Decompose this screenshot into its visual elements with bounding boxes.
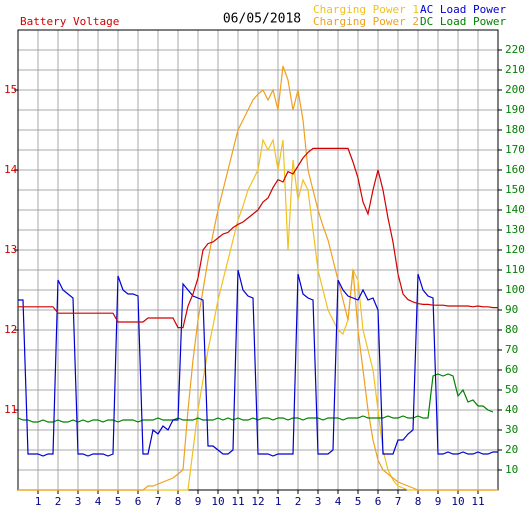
- y2-tick-label: 20: [505, 443, 518, 456]
- y2-tick-label: 100: [505, 283, 525, 296]
- y2-tick-label: 210: [505, 63, 525, 76]
- y2-tick-label: 220: [505, 43, 525, 56]
- y-tick-label: 13: [4, 243, 17, 256]
- x-tick-label: 8: [415, 495, 422, 508]
- y2-tick-label: 190: [505, 103, 525, 116]
- y2-tick-label: 40: [505, 403, 518, 416]
- x-tick-label: 7: [395, 495, 402, 508]
- x-tick-label: 3: [315, 495, 322, 508]
- x-tick-label: 8: [175, 495, 182, 508]
- y2-tick-label: 80: [505, 323, 518, 336]
- chart-title: 06/05/2018: [223, 12, 301, 27]
- legend-label: AC Load Power: [420, 3, 506, 16]
- y2-tick-label: 200: [505, 83, 525, 96]
- legend-label: DC Load Power: [420, 15, 506, 28]
- y2-tick-label: 150: [505, 183, 525, 196]
- x-tick-label: 4: [335, 495, 342, 508]
- plot-frame: [17, 29, 499, 491]
- x-tick-label: 7: [155, 495, 162, 508]
- y2-tick-label: 170: [505, 143, 525, 156]
- series-line: [18, 65, 498, 491]
- x-tick-label: 5: [355, 495, 362, 508]
- x-tick-label: 11: [471, 495, 484, 508]
- series-line: [18, 269, 498, 457]
- x-tick-label: 4: [95, 495, 102, 508]
- y2-tick-label: 130: [505, 223, 525, 236]
- y2-tick-label: 50: [505, 383, 518, 396]
- x-tick-label: 2: [55, 495, 62, 508]
- y2-tick-label: 120: [505, 243, 525, 256]
- y-tick-label: 12: [4, 323, 17, 336]
- y2-tick-label: 30: [505, 423, 518, 436]
- x-tick-label: 11: [231, 495, 244, 508]
- y-tick-label: 14: [4, 163, 18, 176]
- x-tick-label: 10: [211, 495, 224, 508]
- legend-label: Charging Power 2: [313, 15, 419, 28]
- x-tick-label: 9: [435, 495, 442, 508]
- y2-tick-label: 160: [505, 163, 525, 176]
- x-tick-label: 12: [251, 495, 264, 508]
- y2-tick-label: 90: [505, 303, 518, 316]
- x-tick-label: 9: [195, 495, 202, 508]
- legend-label: Battery Voltage: [20, 15, 119, 28]
- y2-tick-label: 140: [505, 203, 525, 216]
- y-tick-label: 15: [4, 83, 17, 96]
- y2-tick-label: 110: [505, 263, 525, 276]
- legend-label: Charging Power 1: [313, 3, 419, 16]
- x-tick-label: 5: [115, 495, 122, 508]
- x-tick-label: 6: [375, 495, 382, 508]
- y2-tick-label: 180: [505, 123, 525, 136]
- x-tick-label: 1: [35, 495, 42, 508]
- y2-tick-label: 60: [505, 363, 518, 376]
- x-tick-label: 3: [75, 495, 82, 508]
- x-tick-label: 10: [451, 495, 464, 508]
- x-tick-label: 6: [135, 495, 142, 508]
- series-line: [18, 147, 498, 329]
- x-tick-label: 2: [295, 495, 302, 508]
- y2-tick-label: 10: [505, 463, 518, 476]
- y-tick-label: 11: [4, 403, 17, 416]
- x-tick-label: 1: [275, 495, 282, 508]
- y2-tick-label: 70: [505, 343, 518, 356]
